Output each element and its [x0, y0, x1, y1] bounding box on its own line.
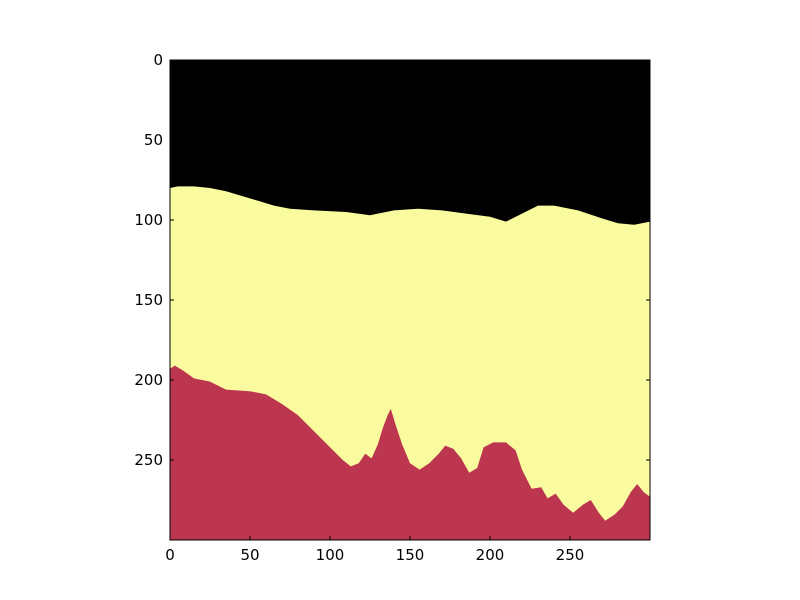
- x-tick-label: 100: [316, 546, 345, 564]
- y-axis: 0 50 100 150 200 250: [134, 51, 650, 469]
- y-tick-label: 200: [134, 371, 163, 389]
- y-tick-label: 250: [134, 451, 163, 469]
- x-tick-label: 200: [476, 546, 505, 564]
- plot-area: [170, 60, 650, 540]
- y-tick-label: 0: [153, 51, 163, 69]
- x-tick-label: 50: [240, 546, 259, 564]
- y-tick-label: 100: [134, 211, 163, 229]
- x-tick-label: 250: [556, 546, 585, 564]
- x-tick-label: 0: [165, 546, 175, 564]
- x-axis: 0 50 100 150 200 250: [165, 60, 584, 564]
- y-tick-label: 150: [134, 291, 163, 309]
- tree-region: [170, 365, 650, 540]
- x-tick-label: 150: [396, 546, 425, 564]
- y-tick-label: 50: [144, 131, 163, 149]
